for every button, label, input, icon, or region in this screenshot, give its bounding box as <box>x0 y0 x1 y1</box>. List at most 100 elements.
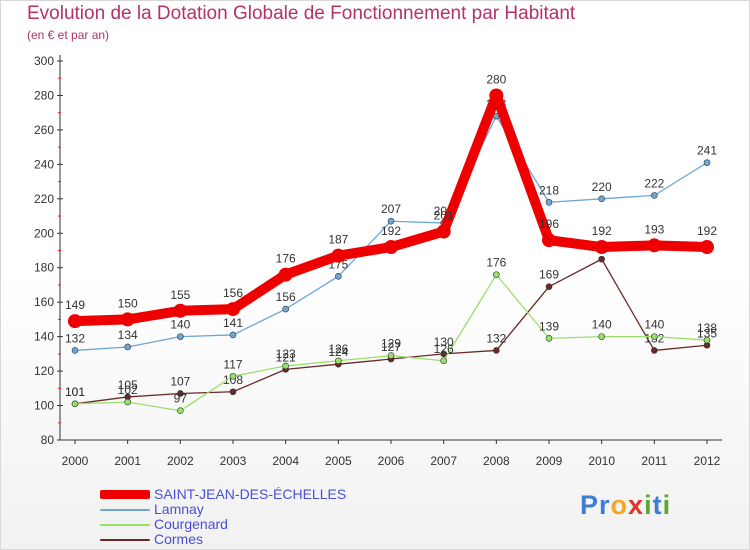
data-point <box>651 347 658 354</box>
y-tick-label: 100 <box>34 399 54 413</box>
y-tick-label: 160 <box>34 295 54 309</box>
data-point <box>651 192 658 199</box>
data-label: 127 <box>381 340 401 354</box>
proxiti-logo: Proxiti <box>580 490 671 521</box>
data-label: 102 <box>118 383 138 397</box>
data-label: 192 <box>697 224 717 238</box>
data-point <box>387 217 395 225</box>
data-point <box>177 407 184 415</box>
logo-letter: i <box>644 490 653 520</box>
data-label: 169 <box>539 268 559 282</box>
x-tick-label: 2002 <box>167 454 194 468</box>
data-label: 196 <box>539 217 559 231</box>
y-tick-label: 140 <box>34 330 54 344</box>
logo-letter: o <box>610 490 629 520</box>
data-point <box>493 271 500 278</box>
data-label: 126 <box>434 342 454 356</box>
legend-item-lamnay: Lamnay <box>100 502 346 517</box>
x-tick-label: 2003 <box>220 454 247 468</box>
y-tick-label: 220 <box>34 192 54 206</box>
legend-label: Lamnay <box>154 501 204 517</box>
legend-item-saint-jean: SAINT-JEAN-DES-ÉCHELLES <box>100 487 346 502</box>
legend-label: Courgenard <box>154 516 228 532</box>
data-point <box>68 314 82 329</box>
data-point <box>173 303 188 318</box>
data-point <box>124 398 131 406</box>
data-label: 138 <box>697 321 717 335</box>
x-tick-label: 2010 <box>588 454 615 468</box>
data-label: 140 <box>644 318 664 332</box>
data-point <box>598 333 605 340</box>
data-label: 187 <box>328 233 348 247</box>
data-point <box>703 336 711 344</box>
data-label: 139 <box>539 319 559 333</box>
data-label: 123 <box>276 347 296 361</box>
chart-title: Evolution de la Dotation Globale de Fonc… <box>27 3 576 24</box>
data-point <box>387 352 395 359</box>
y-tick-label: 120 <box>34 364 54 378</box>
data-label: 97 <box>174 392 188 406</box>
chart-subtitle: (en € et par an) <box>27 28 110 42</box>
data-point <box>651 333 658 340</box>
y-tick-label: 80 <box>41 433 55 447</box>
y-tick-label: 200 <box>34 226 54 240</box>
data-label: 126 <box>328 342 348 356</box>
data-point <box>493 347 500 354</box>
x-tick-label: 2012 <box>694 454 721 468</box>
x-tick-label: 2008 <box>483 454 510 468</box>
data-point <box>71 400 79 408</box>
data-label: 105 <box>118 378 138 392</box>
data-point <box>436 224 451 239</box>
data-point <box>594 240 609 255</box>
data-label: 124 <box>328 345 348 359</box>
x-tick-label: 2009 <box>536 454 563 468</box>
data-label: 280 <box>486 72 506 86</box>
data-point <box>598 255 605 263</box>
data-label: 176 <box>276 252 296 266</box>
data-label: 101 <box>65 385 85 399</box>
data-label: 220 <box>592 180 612 194</box>
x-tick-label: 2007 <box>430 454 457 468</box>
data-point <box>71 347 79 354</box>
data-point <box>489 88 504 103</box>
data-label: 192 <box>381 224 401 238</box>
data-point <box>545 335 553 342</box>
data-label: 222 <box>644 176 664 190</box>
data-label: 129 <box>381 337 401 351</box>
data-label: 156 <box>223 286 243 300</box>
data-label: 134 <box>118 328 138 342</box>
data-label: 201 <box>434 209 454 223</box>
x-tick-label: 2005 <box>325 454 352 468</box>
legend-swatch <box>100 523 150 526</box>
data-label: 140 <box>592 318 612 332</box>
data-point <box>335 273 342 280</box>
y-tick-label: 180 <box>34 261 54 275</box>
x-tick-label: 2000 <box>62 454 89 468</box>
y-tick-label: 260 <box>34 123 54 137</box>
logo-letter: i <box>662 490 672 520</box>
data-point <box>440 357 447 365</box>
data-point <box>545 283 553 290</box>
data-point <box>226 302 240 317</box>
data-label: 207 <box>381 202 401 216</box>
data-point <box>120 312 135 327</box>
data-point <box>282 305 289 313</box>
y-tick-label: 280 <box>34 88 54 102</box>
legend-item-cormes: Cormes <box>100 532 346 547</box>
legend-item-courgenard: Courgenard <box>100 517 346 532</box>
data-point <box>124 343 131 351</box>
x-tick-label: 2004 <box>272 454 299 468</box>
data-label: 108 <box>223 373 243 387</box>
data-point <box>542 233 556 248</box>
legend-label: SAINT-JEAN-DES-ÉCHELLES <box>154 486 347 502</box>
data-point <box>700 240 714 255</box>
legend-swatch <box>100 508 150 511</box>
data-point <box>331 248 346 263</box>
data-point <box>278 267 293 282</box>
data-label: 156 <box>276 290 296 304</box>
data-point <box>598 195 605 203</box>
data-label: 241 <box>697 144 717 158</box>
data-label: 132 <box>486 331 506 345</box>
